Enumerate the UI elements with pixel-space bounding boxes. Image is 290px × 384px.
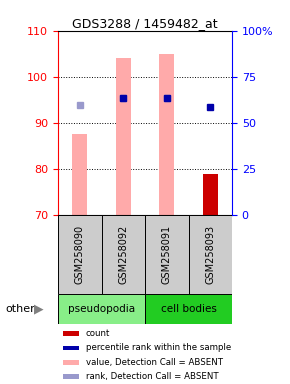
- Text: GSM258092: GSM258092: [118, 225, 128, 284]
- Text: rank, Detection Call = ABSENT: rank, Detection Call = ABSENT: [86, 372, 218, 381]
- Bar: [145, 294, 232, 324]
- Text: other: other: [6, 304, 36, 314]
- Bar: [203, 174, 218, 215]
- Text: ▶: ▶: [34, 303, 44, 316]
- Bar: [102, 215, 145, 294]
- Title: GDS3288 / 1459482_at: GDS3288 / 1459482_at: [72, 17, 218, 30]
- Text: GSM258090: GSM258090: [75, 225, 85, 284]
- Bar: [63, 331, 79, 336]
- Bar: [72, 134, 87, 215]
- Text: pseudopodia: pseudopodia: [68, 304, 135, 314]
- Text: GSM258091: GSM258091: [162, 225, 172, 284]
- Text: GSM258093: GSM258093: [205, 225, 215, 284]
- Text: count: count: [86, 329, 110, 338]
- Text: cell bodies: cell bodies: [161, 304, 216, 314]
- Text: value, Detection Call = ABSENT: value, Detection Call = ABSENT: [86, 358, 223, 367]
- Bar: [116, 58, 131, 215]
- Bar: [63, 374, 79, 379]
- Bar: [63, 346, 79, 350]
- Bar: [145, 215, 188, 294]
- Bar: [159, 54, 174, 215]
- Bar: [58, 294, 145, 324]
- Text: percentile rank within the sample: percentile rank within the sample: [86, 344, 231, 353]
- Bar: [188, 215, 232, 294]
- Bar: [58, 215, 102, 294]
- Bar: [63, 360, 79, 365]
